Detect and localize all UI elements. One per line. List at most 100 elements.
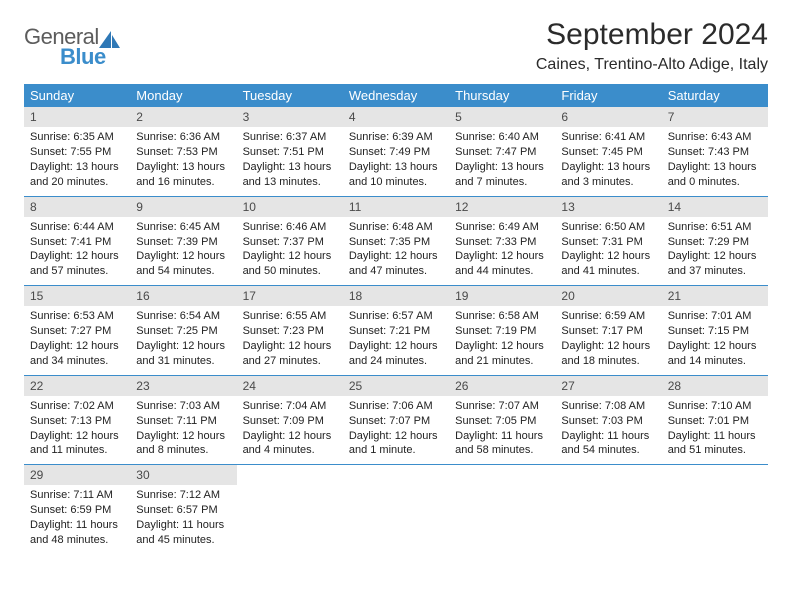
title-block: September 2024 Caines, Trentino-Alto Adi… [536,18,768,84]
calendar-week-row: 29Sunrise: 7:11 AMSunset: 6:59 PMDayligh… [24,465,768,554]
daylight-text: Daylight: 12 hours and 57 minutes. [30,249,124,279]
day-body: Sunrise: 7:08 AMSunset: 7:03 PMDaylight:… [555,396,661,464]
sunset-text: Sunset: 7:55 PM [30,145,124,160]
day-number: 21 [662,286,768,306]
calendar-day-cell [449,465,555,554]
day-number: 1 [24,107,130,127]
daylight-text: Daylight: 13 hours and 13 minutes. [243,160,337,190]
sunrise-text: Sunrise: 6:40 AM [455,130,549,145]
daylight-text: Daylight: 12 hours and 31 minutes. [136,339,230,369]
day-body: Sunrise: 7:06 AMSunset: 7:07 PMDaylight:… [343,396,449,464]
sunset-text: Sunset: 7:11 PM [136,414,230,429]
calendar-day-cell: 3Sunrise: 6:37 AMSunset: 7:51 PMDaylight… [237,107,343,196]
sunrise-text: Sunrise: 6:48 AM [349,220,443,235]
daylight-text: Daylight: 12 hours and 18 minutes. [561,339,655,369]
daylight-text: Daylight: 12 hours and 8 minutes. [136,429,230,459]
sunrise-text: Sunrise: 6:46 AM [243,220,337,235]
calendar-day-cell: 23Sunrise: 7:03 AMSunset: 7:11 PMDayligh… [130,375,236,465]
sunrise-text: Sunrise: 6:53 AM [30,309,124,324]
day-number: 20 [555,286,661,306]
calendar-day-cell: 11Sunrise: 6:48 AMSunset: 7:35 PMDayligh… [343,196,449,286]
day-number: 29 [24,465,130,485]
location-subtitle: Caines, Trentino-Alto Adige, Italy [536,56,768,74]
day-body: Sunrise: 6:37 AMSunset: 7:51 PMDaylight:… [237,127,343,195]
calendar-day-cell: 22Sunrise: 7:02 AMSunset: 7:13 PMDayligh… [24,375,130,465]
calendar-day-cell: 24Sunrise: 7:04 AMSunset: 7:09 PMDayligh… [237,375,343,465]
day-body: Sunrise: 6:45 AMSunset: 7:39 PMDaylight:… [130,217,236,285]
daylight-text: Daylight: 12 hours and 24 minutes. [349,339,443,369]
day-body: Sunrise: 6:46 AMSunset: 7:37 PMDaylight:… [237,217,343,285]
day-number: 7 [662,107,768,127]
day-number: 19 [449,286,555,306]
sunset-text: Sunset: 7:33 PM [455,235,549,250]
sunrise-text: Sunrise: 7:04 AM [243,399,337,414]
calendar-day-cell: 4Sunrise: 6:39 AMSunset: 7:49 PMDaylight… [343,107,449,196]
sunset-text: Sunset: 7:49 PM [349,145,443,160]
day-number: 4 [343,107,449,127]
day-body: Sunrise: 6:55 AMSunset: 7:23 PMDaylight:… [237,306,343,374]
calendar-week-row: 1Sunrise: 6:35 AMSunset: 7:55 PMDaylight… [24,107,768,196]
sunset-text: Sunset: 7:47 PM [455,145,549,160]
daylight-text: Daylight: 12 hours and 47 minutes. [349,249,443,279]
sunset-text: Sunset: 6:59 PM [30,503,124,518]
sunrise-text: Sunrise: 6:58 AM [455,309,549,324]
daylight-text: Daylight: 12 hours and 27 minutes. [243,339,337,369]
calendar-week-row: 15Sunrise: 6:53 AMSunset: 7:27 PMDayligh… [24,286,768,376]
sunset-text: Sunset: 7:43 PM [668,145,762,160]
calendar-day-cell [237,465,343,554]
calendar-day-cell [662,465,768,554]
calendar-body: 1Sunrise: 6:35 AMSunset: 7:55 PMDaylight… [24,107,768,554]
day-body: Sunrise: 7:03 AMSunset: 7:11 PMDaylight:… [130,396,236,464]
day-number: 13 [555,197,661,217]
sunrise-text: Sunrise: 6:49 AM [455,220,549,235]
calendar-day-cell: 10Sunrise: 6:46 AMSunset: 7:37 PMDayligh… [237,196,343,286]
sunrise-text: Sunrise: 7:01 AM [668,309,762,324]
day-number: 16 [130,286,236,306]
day-number: 5 [449,107,555,127]
daylight-text: Daylight: 13 hours and 20 minutes. [30,160,124,190]
weekday-header: Thursday [449,84,555,107]
sunrise-text: Sunrise: 6:45 AM [136,220,230,235]
day-body: Sunrise: 6:50 AMSunset: 7:31 PMDaylight:… [555,217,661,285]
day-body: Sunrise: 7:02 AMSunset: 7:13 PMDaylight:… [24,396,130,464]
sunrise-text: Sunrise: 7:12 AM [136,488,230,503]
calendar-day-cell: 5Sunrise: 6:40 AMSunset: 7:47 PMDaylight… [449,107,555,196]
sunset-text: Sunset: 7:21 PM [349,324,443,339]
calendar-day-cell: 14Sunrise: 6:51 AMSunset: 7:29 PMDayligh… [662,196,768,286]
day-number: 24 [237,376,343,396]
sunrise-text: Sunrise: 6:59 AM [561,309,655,324]
calendar-week-row: 22Sunrise: 7:02 AMSunset: 7:13 PMDayligh… [24,375,768,465]
sunrise-text: Sunrise: 6:51 AM [668,220,762,235]
daylight-text: Daylight: 13 hours and 7 minutes. [455,160,549,190]
sunrise-text: Sunrise: 6:43 AM [668,130,762,145]
daylight-text: Daylight: 12 hours and 41 minutes. [561,249,655,279]
sunset-text: Sunset: 7:19 PM [455,324,549,339]
day-body: Sunrise: 6:48 AMSunset: 7:35 PMDaylight:… [343,217,449,285]
sunset-text: Sunset: 7:23 PM [243,324,337,339]
day-number: 10 [237,197,343,217]
day-body: Sunrise: 6:51 AMSunset: 7:29 PMDaylight:… [662,217,768,285]
calendar-day-cell: 29Sunrise: 7:11 AMSunset: 6:59 PMDayligh… [24,465,130,554]
sunrise-text: Sunrise: 7:11 AM [30,488,124,503]
daylight-text: Daylight: 13 hours and 10 minutes. [349,160,443,190]
day-body: Sunrise: 6:40 AMSunset: 7:47 PMDaylight:… [449,127,555,195]
day-body: Sunrise: 7:07 AMSunset: 7:05 PMDaylight:… [449,396,555,464]
day-body: Sunrise: 7:10 AMSunset: 7:01 PMDaylight:… [662,396,768,464]
day-number: 28 [662,376,768,396]
calendar-day-cell: 18Sunrise: 6:57 AMSunset: 7:21 PMDayligh… [343,286,449,376]
day-body: Sunrise: 6:35 AMSunset: 7:55 PMDaylight:… [24,127,130,195]
calendar-day-cell: 9Sunrise: 6:45 AMSunset: 7:39 PMDaylight… [130,196,236,286]
weekday-header: Wednesday [343,84,449,107]
day-number: 8 [24,197,130,217]
sunset-text: Sunset: 7:35 PM [349,235,443,250]
day-body: Sunrise: 6:57 AMSunset: 7:21 PMDaylight:… [343,306,449,374]
calendar-day-cell: 16Sunrise: 6:54 AMSunset: 7:25 PMDayligh… [130,286,236,376]
day-number: 14 [662,197,768,217]
calendar-day-cell: 8Sunrise: 6:44 AMSunset: 7:41 PMDaylight… [24,196,130,286]
calendar-table: Sunday Monday Tuesday Wednesday Thursday… [24,84,768,554]
calendar-day-cell: 13Sunrise: 6:50 AMSunset: 7:31 PMDayligh… [555,196,661,286]
day-number: 23 [130,376,236,396]
day-body: Sunrise: 7:04 AMSunset: 7:09 PMDaylight:… [237,396,343,464]
sunset-text: Sunset: 7:51 PM [243,145,337,160]
calendar-day-cell: 1Sunrise: 6:35 AMSunset: 7:55 PMDaylight… [24,107,130,196]
